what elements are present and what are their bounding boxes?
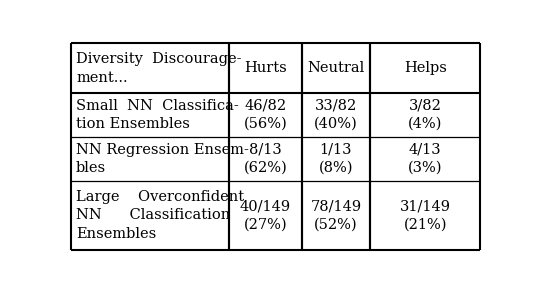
Text: 1/13
(8%): 1/13 (8%) xyxy=(319,143,353,175)
Text: 33/82
(40%): 33/82 (40%) xyxy=(314,99,358,131)
Text: 31/149
(21%): 31/149 (21%) xyxy=(400,199,451,232)
Text: NN Regression Ensem-
bles: NN Regression Ensem- bles xyxy=(76,143,249,175)
Text: 4/13
(3%): 4/13 (3%) xyxy=(408,143,443,175)
Text: Small  NN  Classifica-
tion Ensembles: Small NN Classifica- tion Ensembles xyxy=(76,99,239,131)
Text: 46/82
(56%): 46/82 (56%) xyxy=(243,99,287,131)
Text: Large    Overconfident
NN      Classification
Ensembles: Large Overconfident NN Classification En… xyxy=(76,190,244,241)
Text: Helps: Helps xyxy=(404,61,446,75)
Text: 8/13
(62%): 8/13 (62%) xyxy=(243,143,287,175)
Text: 78/149
(52%): 78/149 (52%) xyxy=(310,199,362,232)
Text: Hurts: Hurts xyxy=(244,61,287,75)
Text: 3/82
(4%): 3/82 (4%) xyxy=(408,99,443,131)
Text: 40/149
(27%): 40/149 (27%) xyxy=(240,199,291,232)
Text: Diversity  Discourage-
ment...: Diversity Discourage- ment... xyxy=(76,52,242,85)
Text: Neutral: Neutral xyxy=(307,61,364,75)
